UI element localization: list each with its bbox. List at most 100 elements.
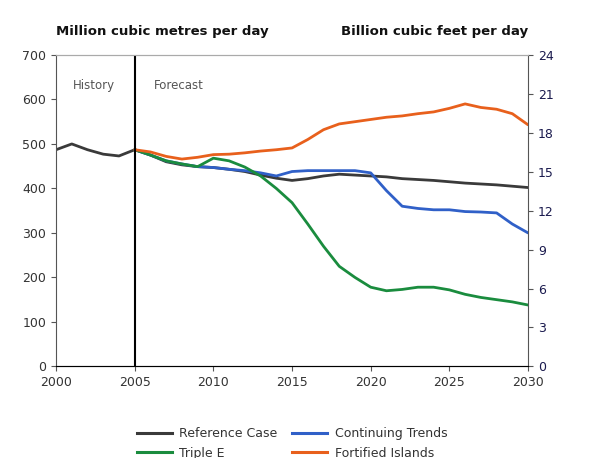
Line: Triple E: Triple E [135,150,528,305]
Reference Case [446,179,453,185]
Reference Case [320,173,327,179]
Fortified Islands [430,109,437,114]
Continuing Trends [414,206,421,211]
Fortified Islands [210,152,217,158]
Fortified Islands [414,111,421,116]
Reference Case [477,181,484,187]
Reference Case [493,182,500,188]
Continuing Trends [257,170,264,175]
Text: Forecast: Forecast [153,79,204,93]
Fortified Islands [383,114,390,120]
Triple E [461,292,468,297]
Fortified Islands [336,121,343,127]
Fortified Islands [304,137,312,142]
Triple E [477,294,484,300]
Fortified Islands [477,105,484,110]
Fortified Islands [399,113,406,119]
Triple E [367,284,374,290]
Triple E [383,288,390,294]
Continuing Trends [163,158,170,164]
Reference Case [163,159,170,164]
Continuing Trends [477,209,484,215]
Triple E [525,302,532,308]
Reference Case [68,141,76,147]
Triple E [289,200,296,206]
Triple E [430,284,437,290]
Line: Reference Case: Reference Case [56,144,528,187]
Triple E [131,147,138,153]
Reference Case [430,178,437,183]
Fortified Islands [257,148,264,154]
Legend: Reference Case, Triple E, Continuing Trends, Fortified Islands: Reference Case, Triple E, Continuing Tre… [132,422,453,458]
Continuing Trends [430,207,437,213]
Triple E [163,158,170,164]
Triple E [320,244,327,249]
Fortified Islands [320,127,327,132]
Continuing Trends [131,147,138,153]
Triple E [241,164,248,170]
Reference Case [257,172,264,178]
Reference Case [194,164,201,169]
Reference Case [210,165,217,170]
Reference Case [53,147,60,153]
Fortified Islands [163,153,170,159]
Fortified Islands [241,150,248,156]
Triple E [336,263,343,269]
Triple E [178,161,185,167]
Reference Case [100,152,107,157]
Triple E [493,297,500,302]
Reference Case [84,147,91,153]
Continuing Trends [304,168,312,174]
Reference Case [116,153,123,159]
Continuing Trends [525,230,532,236]
Reference Case [383,174,390,180]
Fortified Islands [147,149,154,155]
Continuing Trends [210,165,217,170]
Continuing Trends [367,170,374,175]
Fortified Islands [493,107,500,112]
Triple E [399,287,406,292]
Continuing Trends [194,164,201,169]
Continuing Trends [509,221,516,227]
Text: Million cubic metres per day: Million cubic metres per day [56,25,268,38]
Triple E [446,287,453,293]
Triple E [194,164,201,169]
Continuing Trends [446,207,453,213]
Reference Case [241,169,248,174]
Triple E [257,173,264,179]
Reference Case [336,171,343,177]
Reference Case [147,153,154,158]
Reference Case [289,178,296,183]
Fortified Islands [509,111,516,116]
Reference Case [131,147,138,153]
Reference Case [273,175,280,181]
Continuing Trends [383,188,390,193]
Continuing Trends [320,168,327,174]
Fortified Islands [131,147,138,153]
Reference Case [367,173,374,179]
Triple E [147,153,154,158]
Reference Case [304,176,312,181]
Reference Case [178,162,185,168]
Continuing Trends [241,168,248,174]
Continuing Trends [461,209,468,214]
Line: Fortified Islands: Fortified Islands [135,104,528,159]
Reference Case [399,176,406,181]
Continuing Trends [225,167,232,172]
Fortified Islands [352,119,359,125]
Reference Case [525,185,532,190]
Triple E [210,155,217,161]
Text: Billion cubic feet per day: Billion cubic feet per day [341,25,528,38]
Fortified Islands [194,154,201,160]
Reference Case [414,177,421,182]
Fortified Islands [178,156,185,162]
Triple E [509,299,516,305]
Fortified Islands [446,106,453,111]
Fortified Islands [461,101,468,107]
Continuing Trends [493,210,500,216]
Continuing Trends [336,168,343,174]
Reference Case [225,167,232,172]
Fortified Islands [225,152,232,157]
Continuing Trends [147,153,154,158]
Text: History: History [73,79,115,93]
